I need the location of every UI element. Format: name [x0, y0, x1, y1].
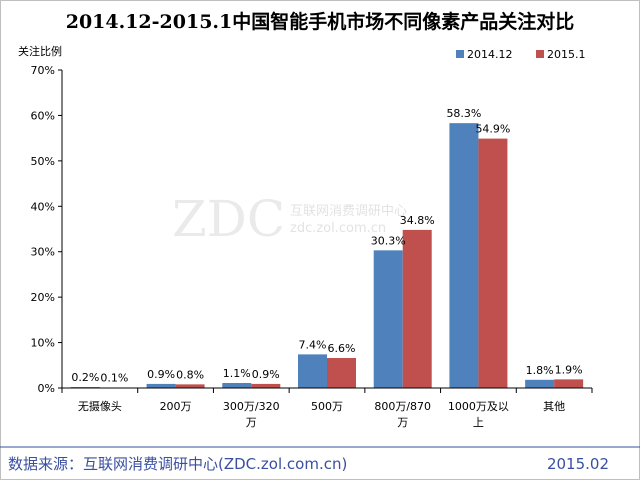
- x-category-label: 300万/320: [223, 400, 280, 413]
- watermark-logo: ZDC: [172, 190, 285, 248]
- data-label: 0.1%: [100, 372, 128, 385]
- y-tick-label: 30%: [31, 246, 55, 259]
- y-tick-label: 70%: [31, 64, 55, 77]
- bar-2015-1: [327, 358, 356, 388]
- data-label: 1.9%: [555, 363, 583, 376]
- bar-2014-12: [146, 383, 176, 388]
- y-axis-label: 关注比例: [18, 44, 62, 58]
- axes: [61, 70, 593, 393]
- data-label: 7.4%: [299, 338, 327, 351]
- data-labels: 0.2% 0.1% 0.9% 0.8% 1.1% 0.9%7.4% 6.6%30.3%34.…: [71, 107, 582, 384]
- bar-2014-12: [449, 123, 479, 388]
- footer-date: 2015.02: [547, 455, 609, 473]
- y-tick-label: 10%: [31, 337, 55, 350]
- footer-source: 数据来源：互联网消费调研中心(ZDC.zol.com.cn): [8, 455, 347, 473]
- bar-2015-1: [175, 384, 205, 388]
- x-category-label: 上: [473, 416, 484, 429]
- data-label: 0.8%: [176, 368, 204, 381]
- x-category-label: 无摄像头: [78, 399, 122, 413]
- legend-label-2014-12: 2014.12: [467, 48, 513, 61]
- y-tick-label: 60%: [31, 109, 55, 122]
- data-label: 34.8%: [400, 214, 435, 227]
- x-category-label: 200万: [160, 400, 192, 413]
- watermark-line1: 互联网消费调研中心: [290, 204, 407, 219]
- bar-2015-1: [251, 383, 281, 388]
- bar-2015-1: [402, 229, 432, 388]
- y-tick-label: 20%: [31, 291, 55, 304]
- y-axis-ticks: 0% 10% 20% 30% 40% 50% 60% 70%: [31, 64, 62, 395]
- x-category-label: 其他: [543, 400, 565, 413]
- legend: 2014.12 2015.1: [456, 48, 586, 61]
- bar-2015-1: [554, 379, 584, 388]
- watermark: ZDC 互联网消费调研中心 zdc.zol.com.cn: [172, 190, 407, 248]
- bar-2014-12: [525, 379, 555, 388]
- chart-title: 2014.12-2015.1中国智能手机市场不同像素产品关注对比: [66, 10, 575, 33]
- legend-swatch-2015-1: [536, 50, 544, 58]
- data-label: 6.6%: [328, 342, 356, 355]
- data-label: 54.9%: [475, 123, 510, 136]
- bar-2014-12: [373, 250, 403, 388]
- x-category-label: 800万/870: [374, 400, 431, 413]
- data-label: 0.2%: [71, 371, 99, 384]
- x-category-label: 万: [246, 416, 257, 429]
- legend-label-2015-1: 2015.1: [547, 48, 586, 61]
- x-category-label: 500万: [311, 400, 343, 413]
- y-tick-label: 40%: [31, 200, 55, 213]
- x-category-label: 1000万及以: [448, 400, 509, 413]
- bar-2014-12: [222, 383, 252, 388]
- data-label: 0.9%: [252, 368, 280, 381]
- data-label: 1.1%: [223, 367, 251, 380]
- bar-2014-12: [298, 354, 327, 388]
- y-tick-label: 50%: [31, 155, 55, 168]
- data-label: 0.9%: [147, 368, 175, 381]
- y-tick-label: 0%: [38, 382, 55, 395]
- data-label: 58.3%: [446, 107, 481, 120]
- data-label: 1.8%: [526, 364, 554, 377]
- data-label: 30.3%: [371, 234, 406, 247]
- bars: [70, 123, 584, 388]
- watermark-line2: zdc.zol.com.cn: [290, 221, 386, 236]
- legend-swatch-2014-12: [456, 50, 464, 58]
- x-category-label: 万: [397, 416, 408, 429]
- bar-2015-1: [478, 138, 508, 388]
